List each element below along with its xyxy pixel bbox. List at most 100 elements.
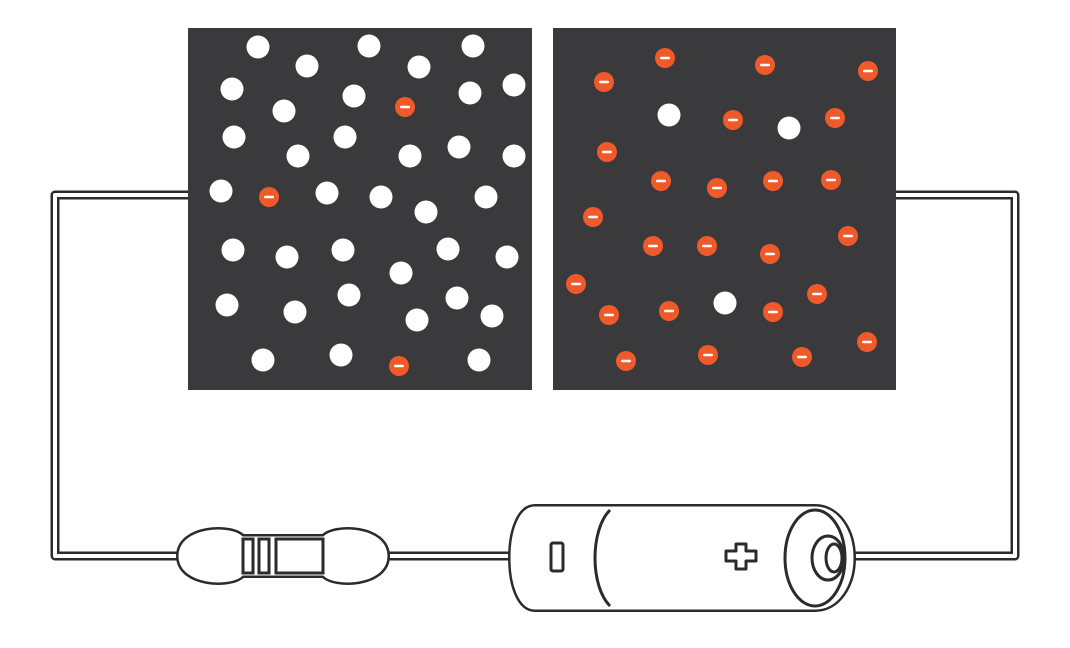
minus-sign <box>728 118 738 122</box>
neutral-particle <box>222 125 246 149</box>
neutral-particle <box>713 291 737 315</box>
minus-sign <box>812 292 822 296</box>
neutral-particle <box>405 308 429 332</box>
negative-charge-particle <box>597 142 617 162</box>
resistor-band-1 <box>241 537 255 575</box>
neutral-particle <box>331 238 355 262</box>
minus-sign <box>863 69 873 73</box>
neutral-particle <box>357 34 381 58</box>
negative-charge-particle <box>723 110 743 130</box>
neutral-particle <box>414 200 438 224</box>
neutral-particle <box>369 185 393 209</box>
minus-sign <box>264 195 274 199</box>
circuit-wires <box>50 190 1020 561</box>
minus-sign <box>604 313 614 317</box>
minus-sign <box>765 252 775 256</box>
negative-charge-particle <box>389 356 409 376</box>
minus-sign <box>760 63 770 67</box>
neutral-particle <box>407 55 431 79</box>
left-particles <box>209 34 526 376</box>
battery-negative-sign <box>549 541 565 573</box>
negative-charge-particle <box>821 170 841 190</box>
negative-charge-particle <box>857 332 877 352</box>
neutral-particle <box>246 35 270 59</box>
neutral-particle <box>209 179 233 203</box>
minus-sign <box>797 355 807 359</box>
neutral-particle <box>461 34 485 58</box>
neutral-particle <box>329 343 353 367</box>
neutral-particle <box>447 135 471 159</box>
neutral-particle <box>657 103 681 127</box>
minus-sign <box>702 244 712 248</box>
negative-charge-particle <box>659 301 679 321</box>
negative-charge-particle <box>858 61 878 81</box>
neutral-particle <box>398 144 422 168</box>
neutral-particle <box>251 348 275 372</box>
negative-charge-particle <box>707 178 727 198</box>
minus-sign <box>862 340 872 344</box>
negative-charge-particle <box>807 284 827 304</box>
negative-charge-particle <box>697 236 717 256</box>
negative-charge-particle <box>655 48 675 68</box>
neutral-particle <box>283 300 307 324</box>
neutral-particle <box>389 261 413 285</box>
resistor <box>175 527 391 585</box>
neutral-particle <box>502 73 526 97</box>
neutral-particle <box>458 81 482 105</box>
neutral-particle <box>272 99 296 123</box>
neutral-particle <box>286 144 310 168</box>
negative-charge-particle <box>651 171 671 191</box>
minus-sign <box>621 359 631 363</box>
minus-sign <box>826 178 836 182</box>
neutral-particle <box>502 144 526 168</box>
resistor-band-2 <box>257 537 271 575</box>
minus-sign <box>768 310 778 314</box>
negative-charge-particle <box>594 72 614 92</box>
negative-charge-particle <box>792 347 812 367</box>
neutral-particle <box>275 245 299 269</box>
battery-sleeve-line <box>593 508 612 608</box>
neutral-particle <box>337 283 361 307</box>
negative-charge-particle <box>755 55 775 75</box>
battery <box>507 504 857 612</box>
minus-sign <box>843 234 853 238</box>
battery-positive-sign <box>724 542 758 571</box>
neutral-particle <box>220 77 244 101</box>
minus-sign <box>588 215 598 219</box>
minus-sign <box>571 282 581 286</box>
neutral-particle <box>474 185 498 209</box>
negative-charge-particle <box>763 302 783 322</box>
minus-sign <box>703 353 713 357</box>
negative-charge-particle <box>259 187 279 207</box>
wire-left-loop <box>50 190 188 561</box>
neutral-particle <box>315 181 339 205</box>
neutral-particle <box>436 237 460 261</box>
neutral-particle <box>215 293 239 317</box>
negative-charge-particle <box>825 108 845 128</box>
negative-charge-particle <box>566 274 586 294</box>
minus-sign <box>602 150 612 154</box>
neutral-particle <box>295 54 319 78</box>
negative-charge-particle <box>583 207 603 227</box>
minus-sign <box>599 80 609 84</box>
negative-charge-particle <box>395 97 415 117</box>
neutral-particle <box>480 304 504 328</box>
neutral-particle <box>777 116 801 140</box>
negative-charge-particle <box>599 305 619 325</box>
negative-charge-particle <box>760 244 780 264</box>
minus-sign <box>648 244 658 248</box>
right-particles <box>566 48 878 371</box>
minus-sign <box>664 309 674 313</box>
negative-charge-particle <box>698 345 718 365</box>
minus-sign <box>656 179 666 183</box>
neutral-particle <box>333 125 357 149</box>
neutral-particle <box>221 238 245 262</box>
minus-sign <box>660 56 670 60</box>
neutral-particle <box>445 286 469 310</box>
negative-charge-particle <box>838 226 858 246</box>
neutral-particle <box>342 84 366 108</box>
minus-sign <box>830 116 840 120</box>
minus-sign <box>768 179 778 183</box>
neutral-particle <box>495 245 519 269</box>
